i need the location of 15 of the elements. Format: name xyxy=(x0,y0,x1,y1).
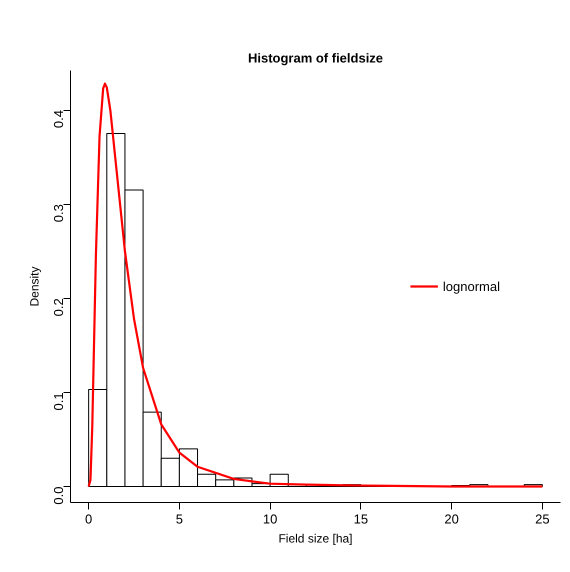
y-axis-title: Density xyxy=(28,266,42,307)
y-tick-label: 0.4 xyxy=(51,110,66,128)
y-tick-label: 0.0 xyxy=(51,486,66,505)
x-tick-label: 15 xyxy=(354,512,368,526)
x-tick-label: 25 xyxy=(535,512,550,526)
x-tick-label: 20 xyxy=(444,512,459,526)
x-tick-label: 5 xyxy=(176,512,184,526)
x-axis-title: Field size [ha] xyxy=(278,532,353,546)
x-tick-label: 0 xyxy=(85,512,92,526)
y-tick-label: 0.2 xyxy=(51,298,66,316)
chart-title: Histogram of fieldsize xyxy=(248,50,384,66)
legend-label: lognormal xyxy=(442,278,500,294)
y-tick-label: 0.1 xyxy=(51,392,66,410)
y-tick-label: 0.3 xyxy=(51,204,66,222)
x-tick-label: 10 xyxy=(262,512,278,526)
